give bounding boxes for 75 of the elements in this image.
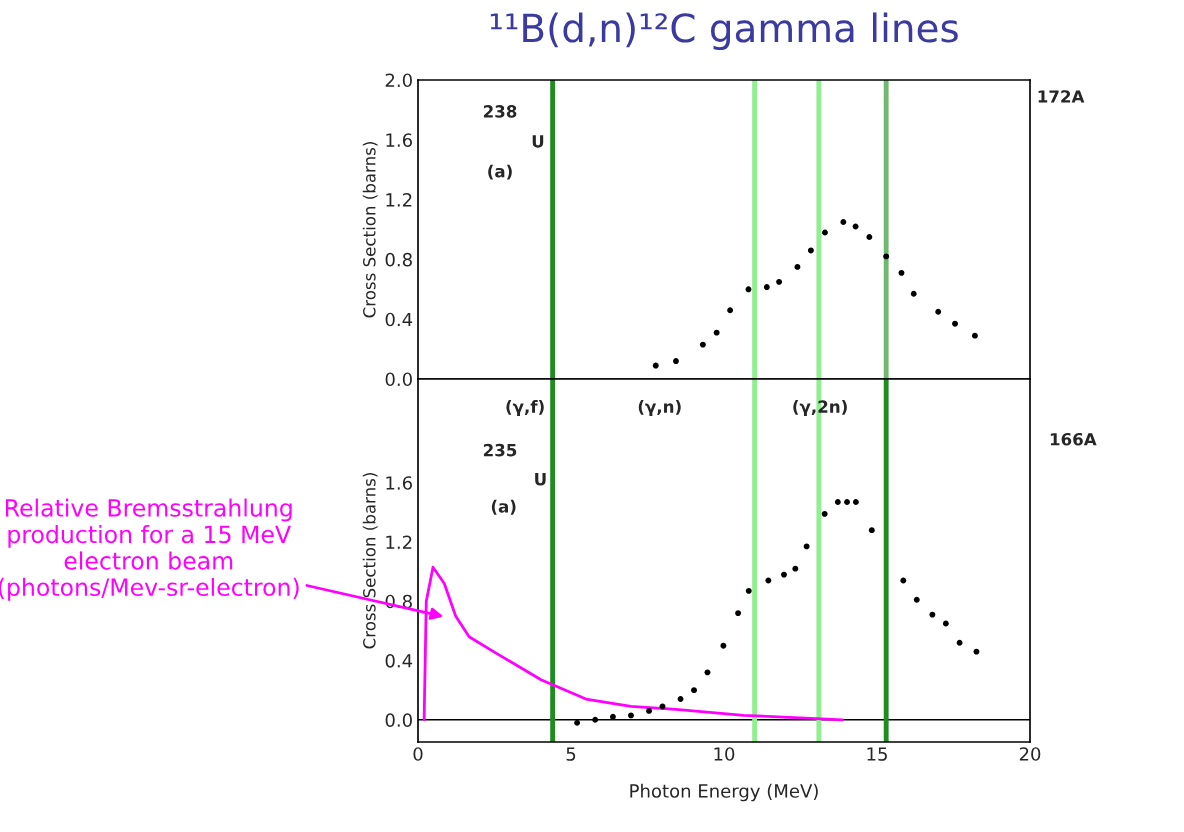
y-tick-label: 0.0 bbox=[385, 372, 412, 387]
point bbox=[792, 565, 799, 572]
point bbox=[794, 263, 801, 270]
point bbox=[699, 341, 706, 348]
point bbox=[677, 696, 684, 702]
annotation: (a) bbox=[488, 164, 512, 180]
point bbox=[713, 329, 720, 336]
annotation: (a) bbox=[491, 499, 516, 515]
point bbox=[852, 223, 859, 230]
y-axis-title: Cross Section (barns) bbox=[362, 142, 378, 318]
point bbox=[646, 707, 652, 714]
point bbox=[807, 247, 814, 254]
annotation: 238 bbox=[483, 105, 517, 118]
x-tick-label: 15 bbox=[867, 747, 887, 761]
point bbox=[803, 543, 810, 550]
y-tick-label: 0.4 bbox=[385, 312, 413, 327]
point bbox=[822, 229, 828, 236]
x-tick-label: 0 bbox=[413, 747, 423, 761]
point bbox=[592, 716, 599, 723]
point bbox=[866, 234, 873, 240]
point bbox=[765, 577, 772, 584]
y-tick-label: 0.8 bbox=[385, 252, 412, 267]
point bbox=[745, 587, 752, 594]
y-tick-label: 0.0 bbox=[385, 713, 412, 727]
text: 166A bbox=[1050, 432, 1097, 446]
point bbox=[735, 610, 742, 617]
point bbox=[883, 253, 890, 260]
y-tick-label: 2.0 bbox=[385, 73, 412, 88]
y-tick-label: 1.2 bbox=[386, 535, 412, 549]
x-tick-label: 5 bbox=[566, 747, 576, 761]
point bbox=[704, 669, 711, 676]
y-tick-label: 1.2 bbox=[386, 193, 412, 207]
point bbox=[574, 719, 581, 726]
y-tick-label: 0.4 bbox=[385, 653, 413, 668]
point bbox=[942, 620, 949, 627]
x-tick-label: 20 bbox=[1019, 747, 1041, 761]
point bbox=[659, 703, 666, 710]
point bbox=[844, 499, 850, 505]
point bbox=[935, 308, 942, 315]
annotation: 235 bbox=[483, 443, 517, 457]
point bbox=[910, 290, 917, 297]
point bbox=[952, 320, 958, 327]
point bbox=[834, 499, 841, 505]
y-tick-label: 1.6 bbox=[386, 476, 412, 490]
point bbox=[929, 611, 936, 618]
annotation: U bbox=[532, 135, 544, 148]
x-axis-title: Photon Energy (MeV) bbox=[630, 783, 818, 802]
text: 172A bbox=[1038, 90, 1085, 103]
annotation: (γ,2n) bbox=[793, 399, 847, 417]
point bbox=[956, 639, 963, 646]
point bbox=[763, 284, 770, 290]
point bbox=[776, 278, 783, 285]
point bbox=[609, 713, 616, 720]
annotation: (γ,n) bbox=[638, 399, 681, 417]
x-tick-label: 10 bbox=[714, 747, 735, 761]
annotation: (γ,f) bbox=[506, 399, 544, 417]
point bbox=[868, 527, 875, 534]
annotation: U bbox=[535, 473, 546, 486]
point bbox=[691, 687, 697, 694]
point bbox=[628, 712, 634, 719]
point bbox=[720, 642, 727, 649]
point bbox=[673, 358, 679, 365]
y-tick-label: 1.6 bbox=[386, 133, 412, 147]
point bbox=[852, 499, 859, 505]
point bbox=[973, 648, 980, 655]
point bbox=[781, 571, 787, 578]
point bbox=[821, 510, 828, 517]
point bbox=[652, 362, 659, 369]
point bbox=[913, 596, 920, 603]
point bbox=[727, 307, 734, 314]
point bbox=[971, 332, 978, 339]
point bbox=[840, 219, 847, 225]
y-axis-title: Cross Section (barns) bbox=[362, 473, 378, 649]
point bbox=[898, 269, 905, 276]
chart-title: ¹¹B(d,n)¹²C gamma lines bbox=[490, 12, 958, 51]
